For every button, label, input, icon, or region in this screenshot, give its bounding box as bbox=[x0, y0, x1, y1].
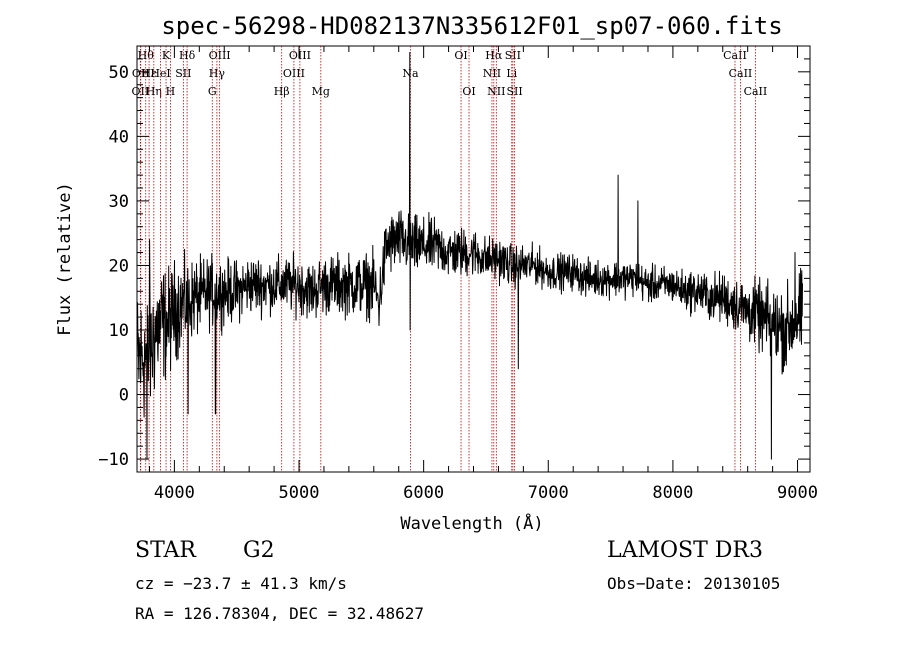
spectral-line-label: OI bbox=[454, 49, 467, 62]
x-tick-label: 4000 bbox=[154, 483, 195, 503]
spectral-line-label: Hβ bbox=[274, 85, 290, 98]
spectral-line-label: CaII bbox=[723, 49, 747, 62]
observation-date: Obs−Date: 20130105 bbox=[607, 574, 781, 593]
x-tick-label: 6000 bbox=[403, 483, 444, 503]
spectral-line-label: NII bbox=[487, 85, 505, 98]
spectral-line-label: H bbox=[166, 85, 176, 98]
spectral-line-label: OIII bbox=[209, 49, 231, 62]
spectral-line-label: Hθ bbox=[138, 49, 155, 62]
x-tick-label: 9000 bbox=[777, 483, 818, 503]
y-axis-label: Flux (relative) bbox=[55, 182, 75, 336]
spectral-line-label: Hη bbox=[146, 85, 162, 98]
y-tick-label: 40 bbox=[109, 127, 129, 147]
spectral-line-label: Hδ bbox=[179, 49, 196, 62]
spectral-line-label: Na bbox=[402, 67, 419, 80]
spectral-line-label: SII bbox=[175, 67, 191, 80]
spectral-line-label: OI bbox=[462, 85, 475, 98]
spectral-line-label: OIII bbox=[289, 49, 311, 62]
x-axis-label: Wavelength (Å) bbox=[400, 512, 543, 534]
spectral-lines: OIIOIIHθHεHηHeIKHSIIHδGHγOIIIHβOIIIOIIIM… bbox=[132, 46, 768, 472]
survey-name: LAMOST DR3 bbox=[607, 538, 763, 563]
spectrum-line bbox=[136, 52, 803, 460]
axes: 4000 5000 6000 7000 8000 9000 −10 0 10 20 30 40 50 bbox=[98, 45, 818, 503]
spectral-line-label: Hα bbox=[485, 49, 503, 62]
spectral-subclass: G2 bbox=[243, 538, 275, 563]
spectral-line-label: Hγ bbox=[209, 67, 226, 80]
spectral-line-label: HeI bbox=[150, 67, 170, 80]
x-tick-label: 5000 bbox=[279, 483, 320, 503]
y-tick-label: 30 bbox=[109, 192, 129, 212]
x-tick-label: 8000 bbox=[652, 483, 693, 503]
spectral-line-label: OII bbox=[132, 67, 150, 80]
spectral-line-label: SII bbox=[505, 49, 521, 62]
y-tick-label: 0 bbox=[119, 386, 129, 406]
spectral-line-label: G bbox=[208, 85, 217, 98]
chart-title: spec-56298-HD082137N335612F01_sp07-060.f… bbox=[161, 12, 782, 40]
spectrum-series bbox=[136, 52, 803, 460]
y-tick-label: 10 bbox=[109, 321, 129, 341]
spectral-line-label: Mg bbox=[312, 85, 330, 98]
y-tick-label: 50 bbox=[109, 63, 129, 83]
spectral-line-label: K bbox=[162, 49, 171, 62]
x-tick-label: 7000 bbox=[528, 483, 569, 503]
spectral-line-label: Li bbox=[506, 67, 517, 80]
spectral-line-label: OIII bbox=[283, 67, 305, 80]
coordinates: RA = 126.78304, DEC = 32.48627 bbox=[135, 604, 424, 623]
spectral-line-label: Hε bbox=[141, 67, 157, 80]
spectral-line-label: NII bbox=[483, 67, 501, 80]
redshift-value: cz = −23.7 ± 41.3 km/s bbox=[135, 574, 347, 593]
spectral-line-label: SII bbox=[507, 85, 523, 98]
y-tick-label: −10 bbox=[98, 450, 129, 470]
spectral-line-label: CaII bbox=[744, 85, 768, 98]
object-type: STAR bbox=[135, 538, 196, 563]
y-tick-label: 20 bbox=[109, 256, 129, 276]
spectral-line-label: CaII bbox=[729, 67, 753, 80]
